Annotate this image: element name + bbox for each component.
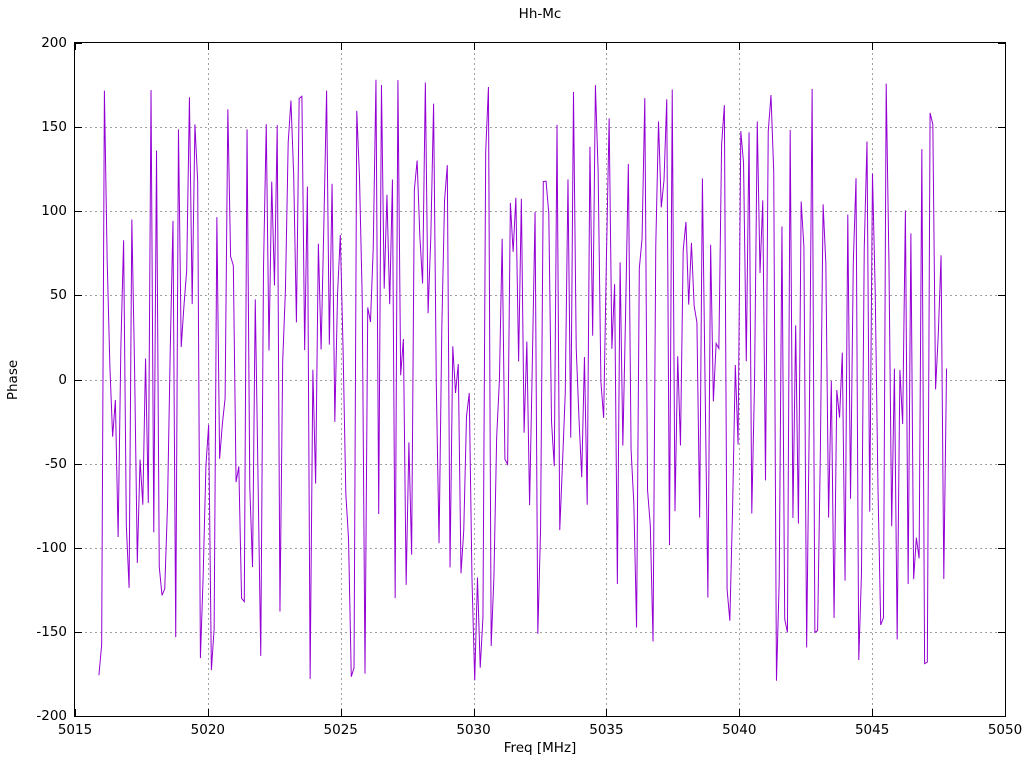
y-tick-label: 200 <box>41 35 67 51</box>
y-tick-label: 50 <box>49 287 67 304</box>
y-tick-label: 100 <box>41 203 67 220</box>
plot-area <box>74 42 1006 717</box>
x-tick-label: 5020 <box>190 722 226 738</box>
x-tick-label: 5045 <box>854 722 890 738</box>
y-tick-label: 150 <box>41 119 67 136</box>
y-tick-label: -50 <box>44 455 67 472</box>
y-tick-label: -150 <box>36 623 67 640</box>
x-tick-label: 5050 <box>987 722 1023 738</box>
x-axis-label: Freq [MHz] <box>503 740 577 756</box>
x-tick-label: 5035 <box>589 722 624 738</box>
y-tick-label: -200 <box>36 708 67 724</box>
y-tick-label: 0 <box>58 371 67 388</box>
x-tick-label: 5040 <box>722 722 757 738</box>
phase-series-line <box>98 79 948 681</box>
y-tick-label: -100 <box>36 539 67 556</box>
x-tick-label: 5015 <box>57 722 93 738</box>
chart-title: Hh-Mc <box>518 6 562 22</box>
x-tick-label: 5025 <box>323 722 358 738</box>
x-tick-label: 5030 <box>456 722 491 738</box>
plot-canvas <box>75 43 1005 716</box>
